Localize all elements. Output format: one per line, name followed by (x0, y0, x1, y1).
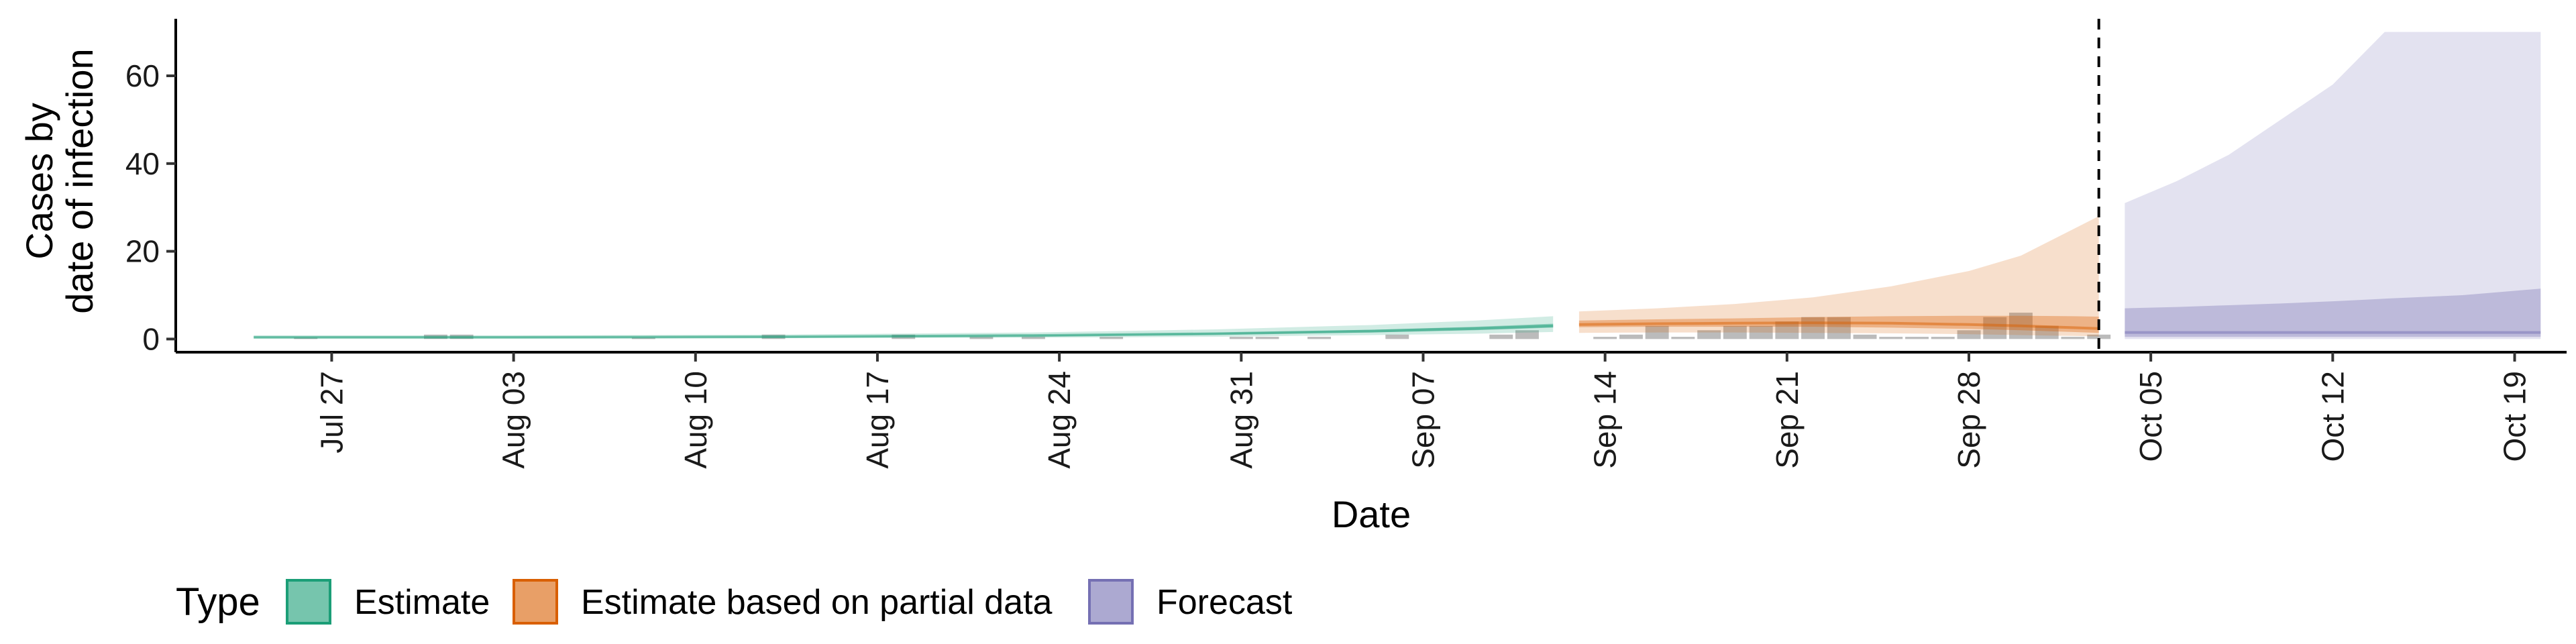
reported-case-bar (1983, 317, 2007, 339)
reported-case-bar (1957, 330, 1981, 339)
reported-case-bar (1671, 337, 1695, 339)
median-line-estimate (254, 324, 1554, 339)
legend-swatch-partial (513, 579, 558, 625)
reported-case-bar (1853, 334, 1877, 339)
reported-case-bar (1645, 325, 1669, 339)
reported-case-bar (2061, 337, 2085, 339)
y-tick-label: 60 (125, 58, 160, 93)
median-line-partial (1578, 321, 2099, 330)
x-axis-title: Date (1332, 493, 1411, 535)
reported-case-bar (1099, 337, 1124, 339)
y-tick-label: 20 (125, 234, 160, 269)
y-axis-title-line-1: Cases by (18, 103, 60, 259)
plot-area (254, 32, 2541, 339)
reported-case-bar (1749, 325, 1773, 339)
y-ticks: 0 20 40 60 (125, 58, 176, 356)
reported-case-bar (1879, 337, 1903, 339)
x-tick-label: Oct 05 (2133, 371, 2168, 462)
x-tick-label: Aug 03 (496, 371, 531, 469)
x-tick-label: Sep 14 (1588, 371, 1623, 469)
reported-case-bar (1489, 334, 1513, 339)
y-axis-title-line-2: date of infection (58, 48, 101, 313)
ribbon-90-forecast (2125, 32, 2541, 339)
x-tick-label: Oct 12 (2315, 371, 2350, 462)
reported-case-bar (2087, 334, 2111, 339)
x-tick-label: Sep 28 (1951, 371, 1986, 469)
x-tick-label: Jul 27 (314, 371, 349, 453)
reported-case-bar (969, 337, 994, 339)
ribbon-50-partial (1578, 315, 2099, 333)
y-tick-label: 40 (125, 146, 160, 181)
reported-case-bar (1697, 330, 1721, 339)
reported-case-bar (1801, 317, 1825, 339)
ribbon-50-forecast (2125, 288, 2541, 337)
x-tick-label: Sep 07 (1406, 371, 1441, 469)
x-tick-label: Aug 31 (1224, 371, 1258, 469)
legend: Type Estimate Estimate based on partial … (176, 579, 1293, 625)
legend-swatch-forecast (1088, 579, 1134, 625)
reported-case-bar (1931, 337, 1955, 339)
y-tick-label: 0 (142, 321, 160, 356)
x-ticks: Jul 27 Aug 03 Aug 10 Aug 17 Aug 24 Aug 31 Sep … (314, 352, 2532, 469)
y-axis-title: Cases by date of infection (18, 48, 101, 313)
reported-case-bar (1593, 337, 1617, 339)
reported-case-bar (1723, 325, 1747, 339)
reported-case-bar (1255, 337, 1279, 339)
ribbon-90-partial (1578, 216, 2099, 337)
legend-label-forecast: Forecast (1157, 583, 1293, 622)
reported-case-bar (1827, 317, 1851, 339)
reported-case-bar (2035, 325, 2059, 339)
reported-case-bar (1905, 337, 1929, 339)
legend-label-partial: Estimate based on partial data (581, 583, 1053, 622)
reported-case-bar (1022, 337, 1045, 339)
legend-swatch-estimate (286, 579, 331, 625)
legend-title: Type (176, 580, 260, 624)
x-tick-label: Aug 24 (1042, 371, 1077, 469)
reported-case-bar (1515, 330, 1539, 339)
reported-case-bar (1229, 337, 1253, 339)
x-tick-label: Oct 19 (2498, 371, 2532, 462)
reported-case-bar (1775, 321, 1799, 339)
reported-case-bar (1307, 337, 1331, 339)
legend-label-estimate: Estimate (354, 583, 490, 622)
reported-case-bar (1385, 334, 1409, 339)
x-tick-label: Aug 17 (860, 371, 895, 469)
x-tick-label: Aug 10 (678, 371, 713, 469)
x-tick-label: Sep 21 (1770, 371, 1805, 469)
axes: 0 20 40 60 Jul 27 Aug 03 Aug 10 Aug 17 Aug 24 Au… (125, 19, 2567, 469)
reported-case-bar (1619, 334, 1643, 339)
